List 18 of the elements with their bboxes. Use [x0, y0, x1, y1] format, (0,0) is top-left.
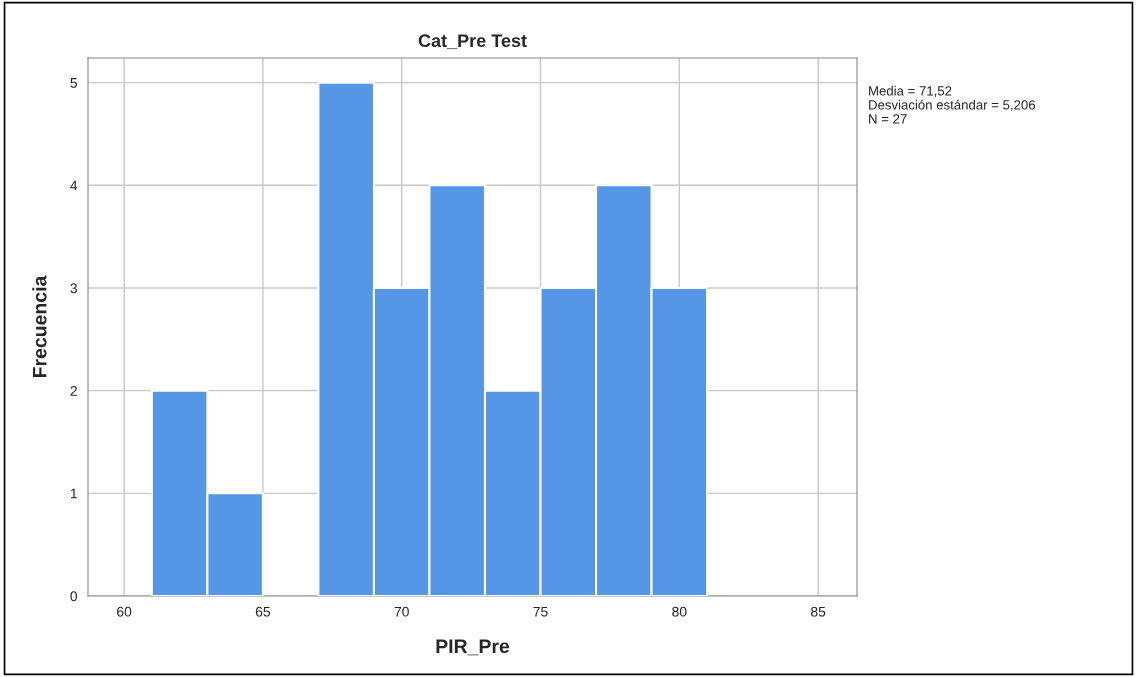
x-tick-label: 60 — [117, 606, 132, 617]
y-tick-label: 5 — [70, 78, 77, 88]
x-tick-label: 70 — [394, 606, 409, 617]
y-tick-label: 4 — [70, 180, 78, 191]
x-tick-label: 85 — [811, 606, 826, 617]
y-tick-label: 3 — [70, 283, 77, 294]
y-tick-label: 1 — [70, 488, 77, 499]
text: N = 27 — [869, 114, 907, 124]
x-tick-label: 65 — [255, 606, 271, 617]
y-axis-title: Frecuencia — [32, 275, 47, 378]
y-tick-label: 2 — [70, 385, 77, 396]
text: Media = 71,52 — [869, 85, 952, 98]
y-tick-label: 0 — [70, 591, 78, 602]
text: Desviación estándar = 5,206 — [869, 99, 1036, 112]
x-tick-label: 75 — [533, 606, 548, 617]
x-axis-title: PIR_Pre — [436, 639, 510, 656]
x-tick-label: 80 — [672, 606, 687, 617]
chart-title: Cat_Pre Test — [418, 34, 527, 50]
